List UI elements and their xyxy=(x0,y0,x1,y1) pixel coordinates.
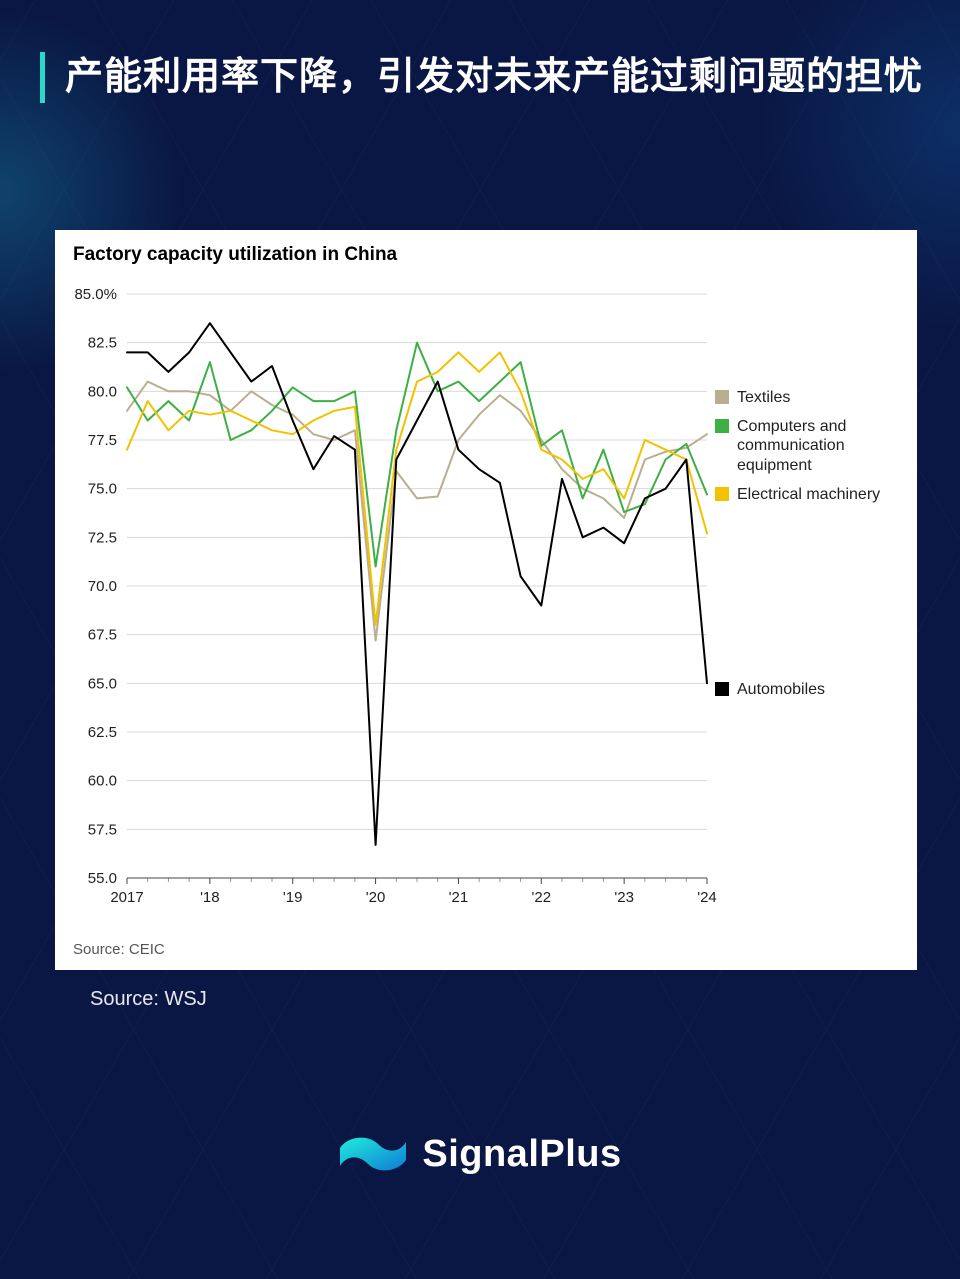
legend-label: Computers and communication equipment xyxy=(737,417,905,475)
svg-text:80.0: 80.0 xyxy=(88,383,117,400)
svg-text:'21: '21 xyxy=(449,889,469,906)
svg-text:70.0: 70.0 xyxy=(88,578,117,595)
svg-text:55.0: 55.0 xyxy=(88,870,117,887)
svg-text:67.5: 67.5 xyxy=(88,627,117,644)
legend-swatch-icon xyxy=(715,487,729,501)
svg-text:'23: '23 xyxy=(614,889,634,906)
svg-text:'19: '19 xyxy=(283,889,303,906)
chart-source: Source: CEIC xyxy=(73,941,165,958)
svg-text:'20: '20 xyxy=(366,889,386,906)
legend-label: Automobiles xyxy=(737,680,825,699)
svg-text:'22: '22 xyxy=(532,889,552,906)
svg-text:82.5: 82.5 xyxy=(88,335,117,352)
brand-block: SignalPlus xyxy=(0,1130,960,1178)
legend-item-textiles: Textiles xyxy=(715,388,905,407)
brand-text: SignalPlus xyxy=(422,1133,621,1176)
legend-swatch-icon xyxy=(715,682,729,696)
svg-text:72.5: 72.5 xyxy=(88,529,117,546)
svg-text:2017: 2017 xyxy=(110,889,143,906)
legend-item-electrical: Electrical machinery xyxy=(715,485,905,504)
svg-text:85.0%: 85.0% xyxy=(74,286,117,303)
legend-swatch-icon xyxy=(715,390,729,404)
headline-block: 产能利用率下降，引发对未来产能过剩问题的担忧 xyxy=(40,52,923,103)
svg-text:60.0: 60.0 xyxy=(88,773,117,790)
svg-text:65.0: 65.0 xyxy=(88,675,117,692)
headline-text: 产能利用率下降，引发对未来产能过剩问题的担忧 xyxy=(65,52,923,103)
legend-item-automobiles: Automobiles xyxy=(715,680,905,699)
legend-label: Textiles xyxy=(737,388,790,407)
chart-card: Factory capacity utilization in China 55… xyxy=(55,230,917,970)
legend-item-computers: Computers and communication equipment xyxy=(715,417,905,475)
chart-legend: Textiles Computers and communication equ… xyxy=(715,388,905,709)
svg-text:62.5: 62.5 xyxy=(88,724,117,741)
brand-logo-icon xyxy=(338,1130,408,1178)
legend-label: Electrical machinery xyxy=(737,485,880,504)
svg-text:77.5: 77.5 xyxy=(88,432,117,449)
svg-text:57.5: 57.5 xyxy=(88,821,117,838)
svg-text:'24: '24 xyxy=(697,889,717,906)
chart-title: Factory capacity utilization in China xyxy=(55,230,917,266)
svg-text:75.0: 75.0 xyxy=(88,481,117,498)
svg-text:'18: '18 xyxy=(200,889,220,906)
outer-source: Source: WSJ xyxy=(90,988,207,1011)
legend-swatch-icon xyxy=(715,419,729,433)
